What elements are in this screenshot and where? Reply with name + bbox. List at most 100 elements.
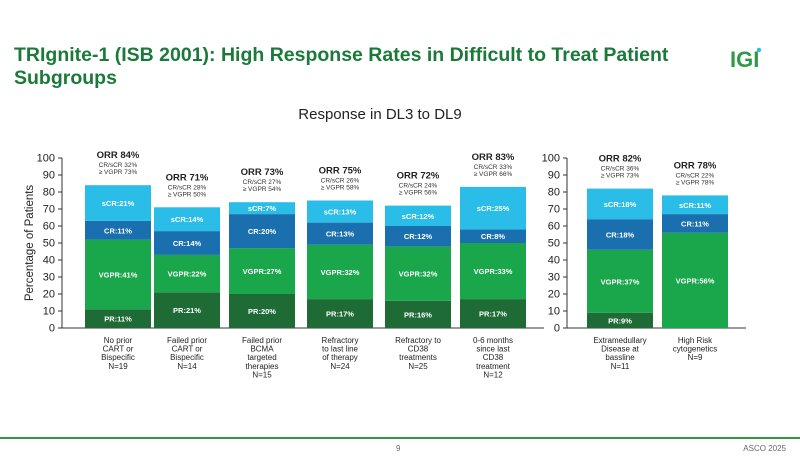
segment-label-pr: PR:17% [326,310,354,319]
y-tick-label: 40 [548,255,560,267]
orr-note: CR/sCR 32% [99,162,138,169]
category-label: Extramedullary [593,336,646,345]
segment-label-cr: CR:13% [326,230,355,239]
bar-segment-vgpr [460,243,526,300]
y-tick-label: 70 [548,204,560,216]
segment-label-pr: PR:17% [479,310,507,319]
segment-label-vgpr: VGPR:56% [676,276,715,285]
orr-label: ORR 72% [397,171,440,182]
category-label: N=19 [108,362,128,371]
bar-segment-pr [154,292,220,328]
y-axis-label: Percentage of Patients [24,185,36,302]
orr-note: ≥ VGPR 50% [168,191,207,198]
segment-label-pr: PR:20% [248,307,276,316]
segment-label-vgpr: VGPR:41% [99,270,138,279]
orr-note: CR/sCR 22% [676,172,715,179]
orr-note: ≥ VGPR 78% [676,179,715,186]
category-label: 0-6 months [473,336,513,345]
orr-note: CR/sCR 28% [168,184,207,191]
segment-label-vgpr: VGPR:33% [474,267,513,276]
category-label: Refractory [322,336,359,345]
y-tick-label: 20 [43,289,55,301]
bar-segment-cr [460,229,526,243]
category-label: Refractory to [395,336,441,345]
bar-segment-vgpr [385,246,451,301]
bar-segment-cr [85,220,151,240]
y-tick-label: 60 [548,221,560,233]
orr-label: ORR 84% [97,150,140,161]
bar-segment-cr [587,219,653,250]
orr-label: ORR 71% [166,172,209,183]
category-label: N=11 [611,362,630,371]
category-label: N=15 [252,370,272,379]
orr-label: ORR 73% [241,167,284,178]
bar-segment-scr [587,188,653,220]
bar-segment-vgpr [307,244,373,300]
category-label: to last line [322,345,359,354]
category-label: N=24 [330,362,350,371]
segment-label-cr: CR:8% [481,232,506,241]
y-tick-label: 60 [43,221,55,233]
bar-segment-scr [229,202,295,215]
segment-label-cr: CR:11% [104,226,132,235]
segment-label-pr: PR:11% [104,315,132,324]
y-tick-label: 80 [43,187,55,199]
orr-label: ORR 83% [472,152,515,163]
category-label: No prior [104,336,133,345]
bar-segment-cr [662,214,728,233]
orr-label: ORR 75% [319,166,362,177]
category-label: Bispecific [101,353,135,362]
bar-segment-pr [385,300,451,328]
category-label: High Risk [678,336,713,345]
segment-label-vgpr: VGPR:32% [399,270,438,279]
segment-label-cr: CR:20% [248,227,277,236]
category-label: Failed prior [167,336,207,345]
segment-label-scr: sCR:12% [402,212,435,221]
segment-label-scr: sCR:18% [604,200,637,209]
y-tick-label: 50 [43,238,55,250]
y-tick-label: 0 [554,323,560,335]
y-tick-label: 100 [542,153,560,165]
category-label: CD38 [483,353,504,362]
segment-label-vgpr: VGPR:37% [601,277,640,286]
segment-label-cr: CR:12% [404,232,433,241]
category-label: CD38 [408,345,429,354]
orr-note: ≥ VGPR 58% [321,185,360,192]
orr-note: ≥ VGPR 56% [399,190,438,197]
segment-label-pr: PR:9% [608,316,632,325]
orr-note: CR/sCR 36% [601,166,640,173]
bar-segment-pr [229,294,295,328]
segment-label-vgpr: VGPR:32% [321,268,360,277]
bar-segment-vgpr [229,248,295,294]
category-label: targeted [247,353,276,362]
category-label: therapies [246,362,279,371]
orr-note: ≥ VGPR 73% [601,173,640,180]
orr-label: ORR 78% [674,160,717,171]
bar-segment-cr [307,222,373,245]
bar-segment-vgpr [587,249,653,313]
bar-segment-vgpr [85,239,151,310]
segment-label-scr: sCR:13% [324,208,357,217]
category-label: cytogenetics [673,345,717,354]
category-label: bassline [605,353,635,362]
category-label: N=12 [483,370,503,379]
page-number: 9 [396,444,401,453]
igi-logo: IGI [730,47,776,76]
logo-dot [756,47,762,53]
category-label: CART or [172,345,203,354]
chart-subtitle: Response in DL3 to DL9 [298,106,462,123]
y-tick-label: 10 [548,306,560,318]
bar-segment-vgpr [662,232,728,328]
category-label: treatments [399,353,437,362]
bar-segment-scr [662,195,728,215]
bar-segment-scr [154,207,220,232]
bar-segment-pr [307,299,373,328]
segment-label-scr: sCR:25% [477,204,510,213]
orr-note: CR/sCR 26% [321,178,360,185]
category-label: N=9 [688,353,703,362]
bar-segment-pr [85,309,151,328]
segment-label-cr: CR:14% [173,239,202,248]
y-tick-label: 90 [43,170,55,182]
category-label: Failed prior [242,336,282,345]
